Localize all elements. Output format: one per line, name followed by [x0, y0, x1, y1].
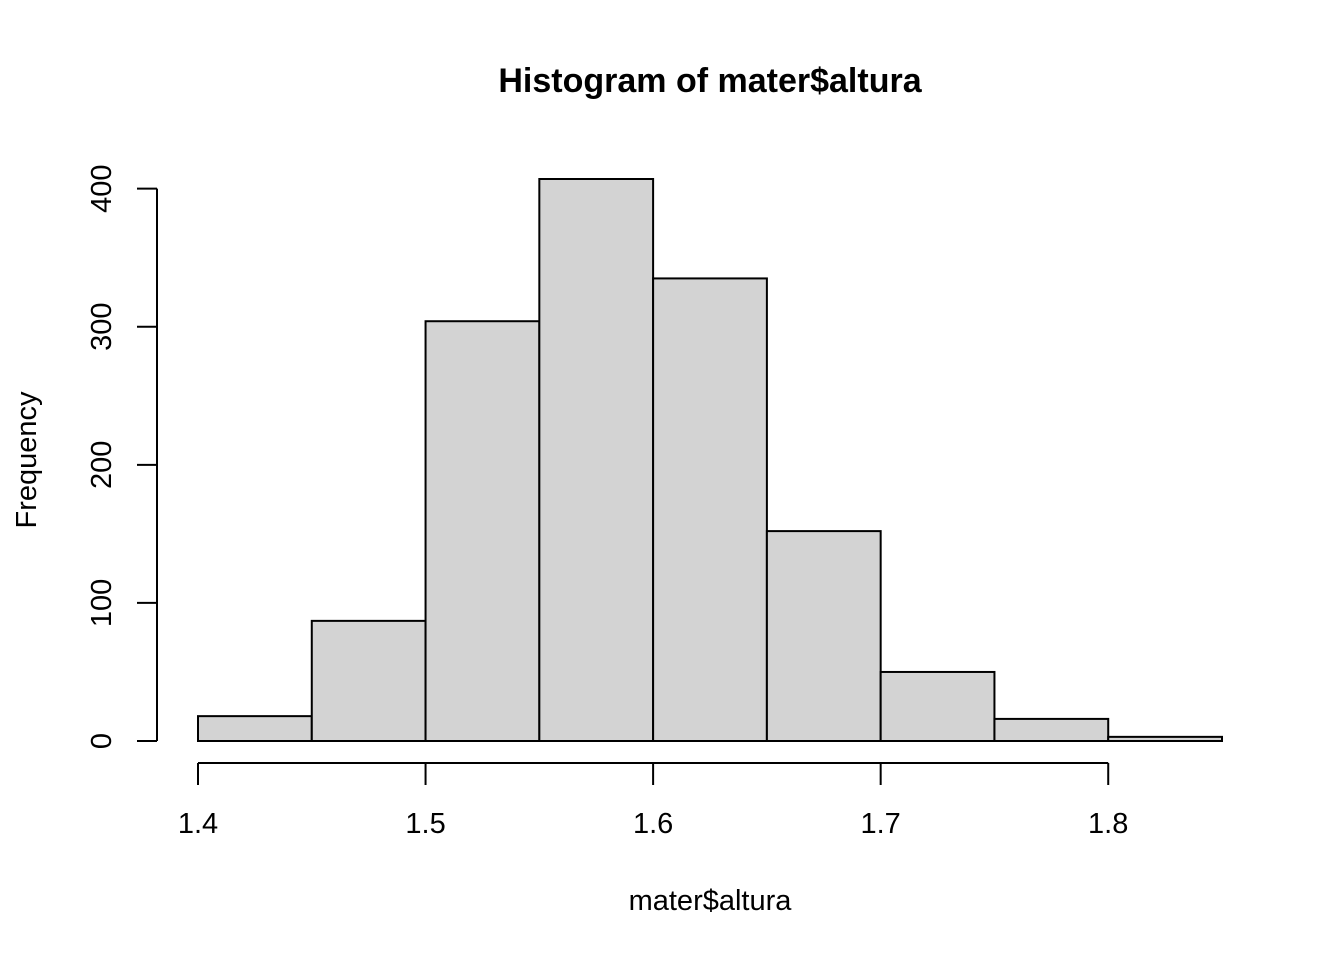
- x-tick-label: 1.6: [633, 808, 673, 840]
- histogram-bar: [879, 670, 996, 743]
- y-tick-label: 100: [86, 579, 118, 627]
- histogram-bar: [652, 277, 768, 742]
- y-tick-label: 300: [86, 303, 118, 351]
- y-tick-label: 0: [86, 733, 118, 749]
- histogram-bar: [993, 717, 1110, 742]
- x-tick-label: 1.4: [178, 808, 218, 840]
- histogram-bar: [1107, 735, 1223, 742]
- y-tick-label: 400: [86, 164, 118, 212]
- histogram-bar: [310, 619, 427, 742]
- y-axis-label: Frequency: [11, 391, 43, 529]
- x-axis-label: mater$altura: [629, 885, 793, 917]
- histogram-bar: [197, 715, 313, 742]
- y-axis: 0 100 200 300 400: [86, 164, 158, 749]
- x-tick-label: 1.5: [405, 808, 445, 840]
- y-tick-label: 200: [86, 441, 118, 489]
- chart-title: Histogram of mater$altura: [498, 62, 922, 100]
- bars-group: [197, 178, 1223, 743]
- x-tick-label: 1.7: [861, 808, 901, 840]
- histogram-bar: [538, 178, 655, 742]
- histogram-bar: [424, 320, 541, 742]
- histogram-bar: [765, 530, 882, 743]
- x-tick-label: 1.8: [1088, 808, 1128, 840]
- x-axis: 1.4 1.5 1.6 1.7 1.8: [178, 762, 1128, 840]
